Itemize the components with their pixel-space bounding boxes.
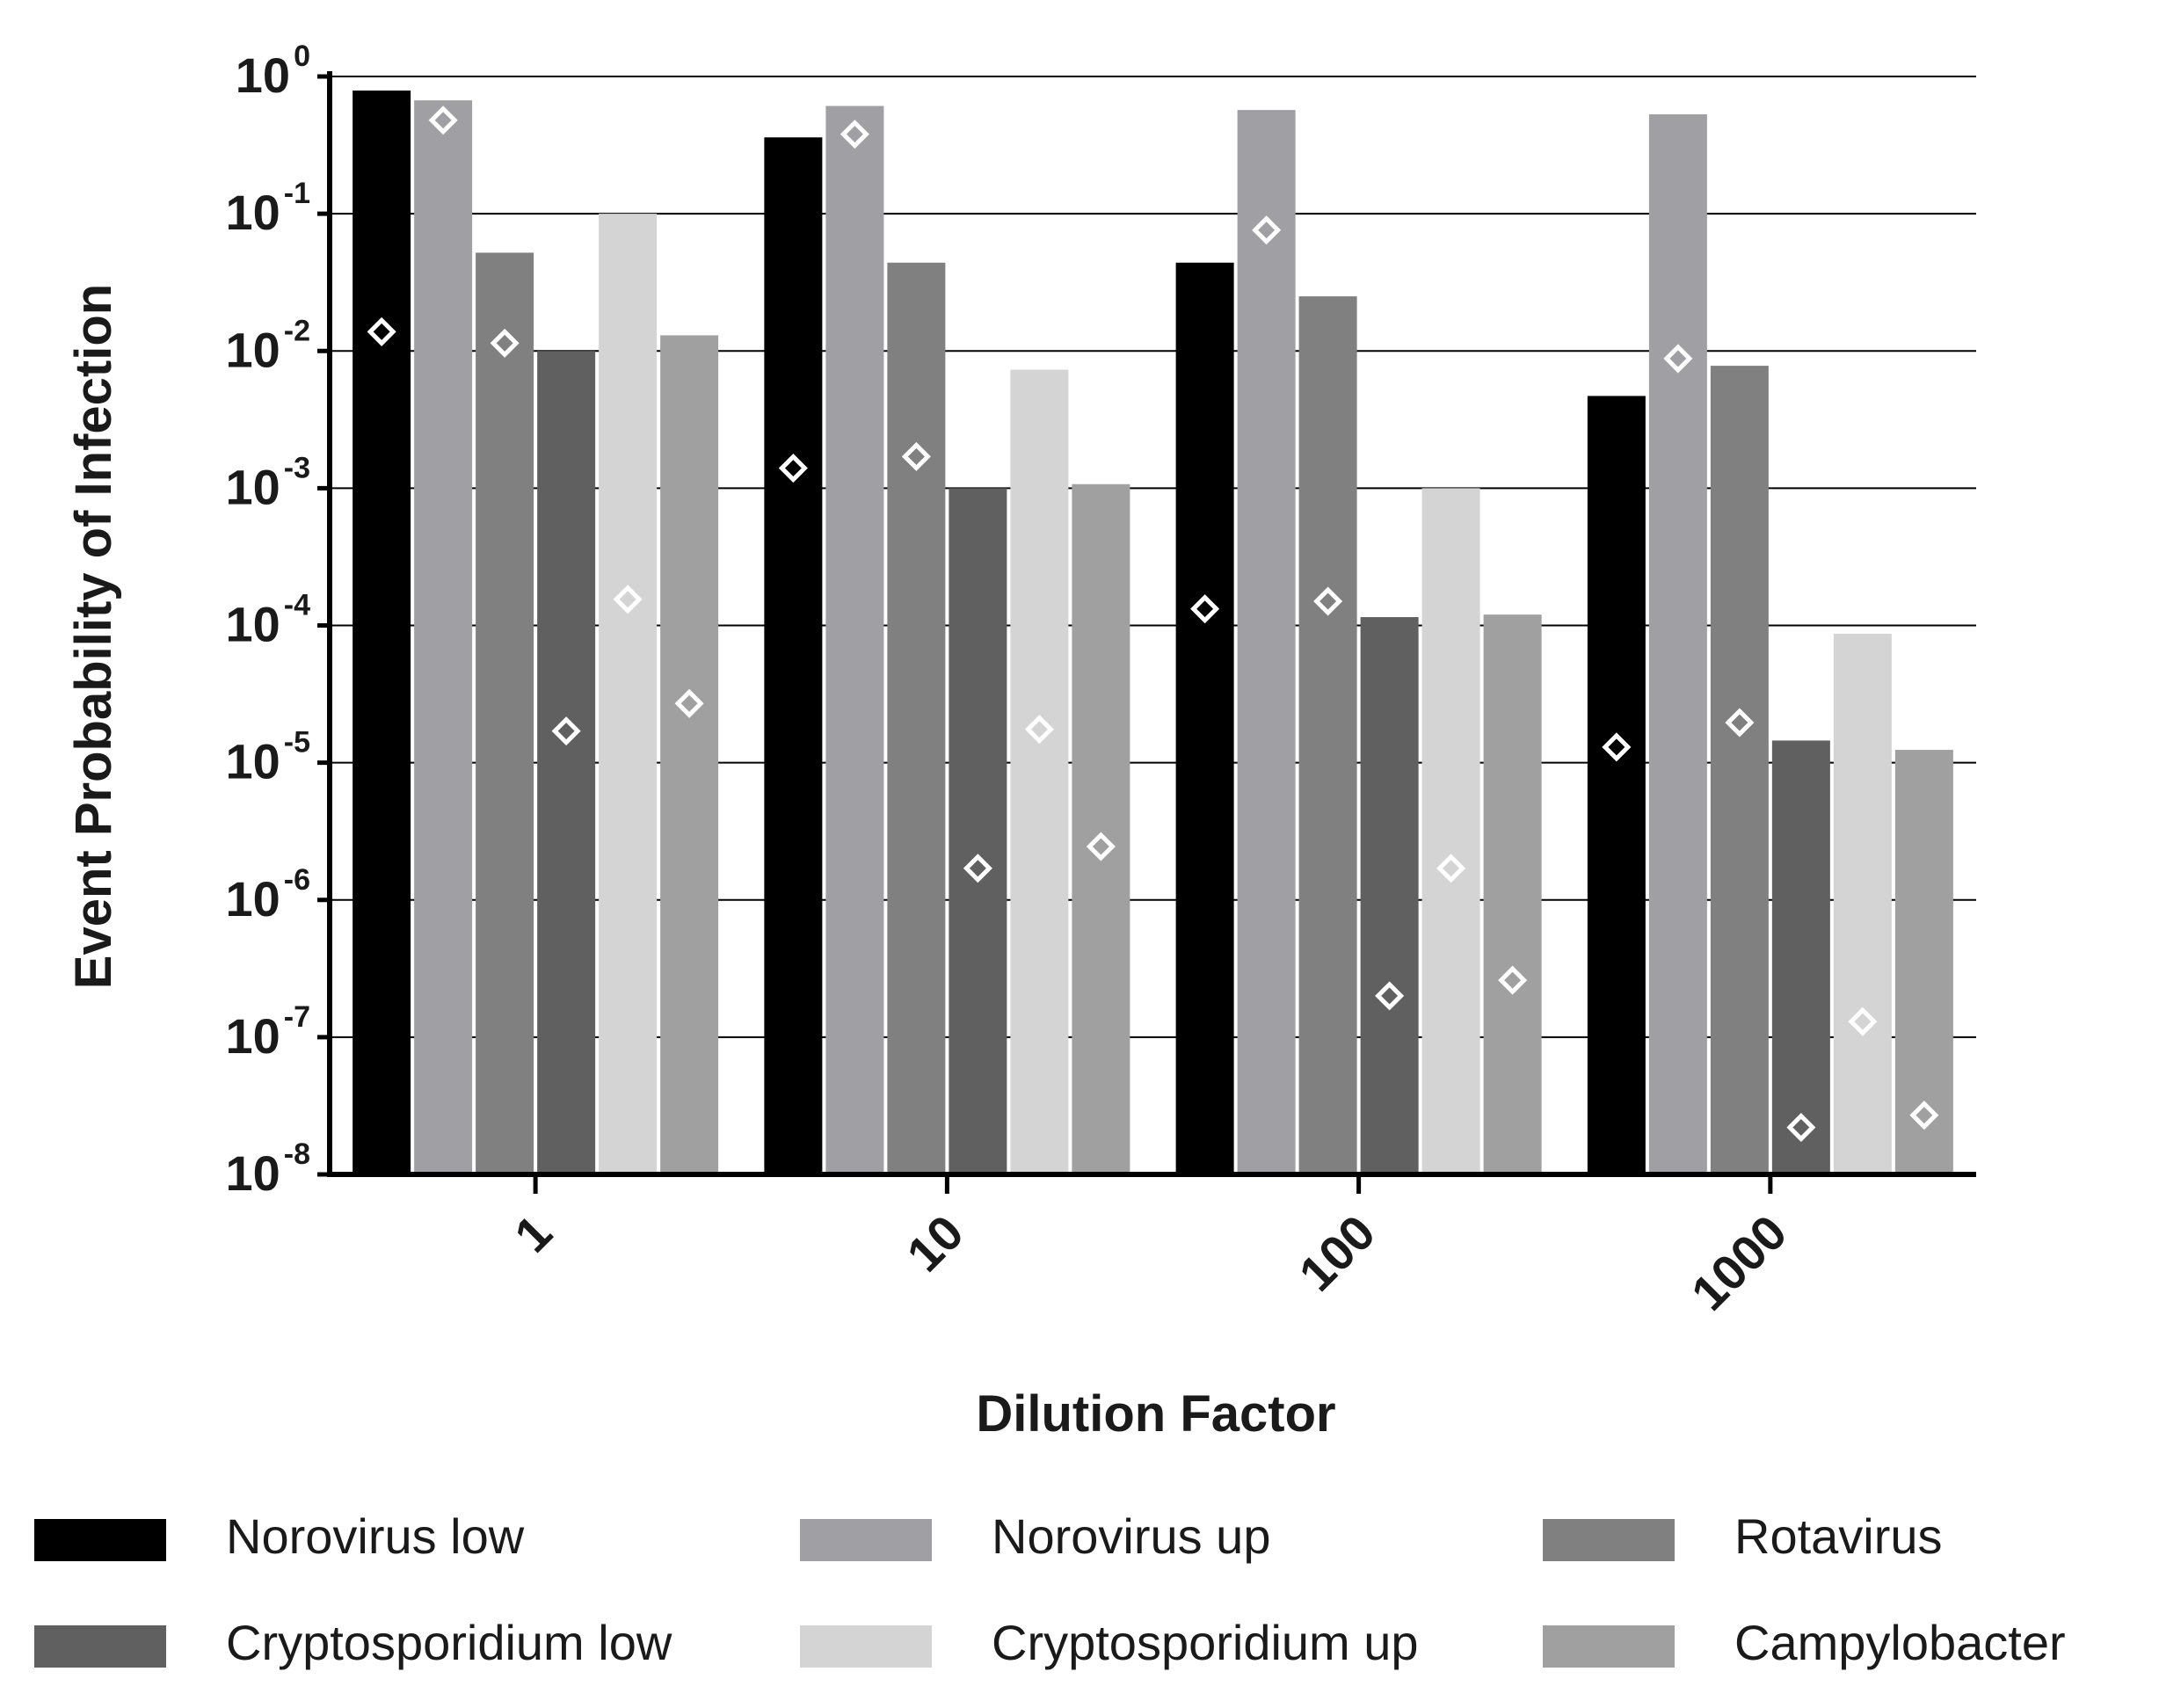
legend-swatch [1543, 1519, 1675, 1561]
bar [1298, 296, 1357, 1175]
point-marker [778, 454, 808, 483]
legend-label: Cryptosporidium up [992, 1615, 1419, 1670]
bar [949, 488, 1007, 1174]
point-marker [1313, 586, 1343, 616]
y-tick-exponent: 0 [294, 40, 310, 73]
bar [1360, 617, 1419, 1174]
y-tick-label: 10 0 [236, 40, 310, 103]
y-tick-base: 10 [225, 185, 280, 240]
point-marker [1602, 732, 1632, 762]
x-tick-label: 1000 [1681, 1204, 1798, 1321]
point-marker [551, 716, 581, 746]
bar [1483, 614, 1542, 1174]
y-tick-label: 10 -7 [225, 1000, 310, 1064]
bar [887, 262, 946, 1174]
bar [1648, 114, 1707, 1175]
y-tick-exponent: -4 [284, 589, 310, 622]
y-tick-base: 10 [225, 459, 280, 514]
y-tick-exponent: -7 [284, 1000, 310, 1034]
y-tick-base: 10 [225, 871, 280, 927]
x-axis-title: Dilution Factor [976, 1385, 1335, 1443]
y-tick-label: 10 -6 [225, 863, 310, 927]
point-marker [1436, 854, 1466, 883]
point-marker [1252, 215, 1282, 245]
bar [1237, 110, 1296, 1175]
point-marker [963, 854, 992, 883]
y-tick-exponent: -5 [284, 726, 310, 760]
point-marker [428, 105, 458, 135]
y-tick-base: 10 [225, 1008, 280, 1064]
point-marker [1848, 1007, 1878, 1036]
bar [1710, 366, 1769, 1174]
y-tick-exponent: -1 [284, 177, 310, 210]
y-tick-label: 10 -8 [225, 1137, 310, 1201]
x-tick-label: 1 [504, 1204, 563, 1263]
y-tick-label: 10 -1 [225, 177, 310, 240]
y-tick-base: 10 [225, 597, 280, 652]
point-marker [1725, 708, 1755, 738]
bar [1587, 396, 1646, 1174]
point-marker [1909, 1101, 1939, 1130]
bar [414, 100, 473, 1175]
bar [1833, 633, 1892, 1174]
bar [1175, 262, 1234, 1174]
y-tick-base: 10 [225, 734, 280, 789]
x-tick-label: 100 [1288, 1204, 1385, 1302]
legend-label: Rotavirus [1734, 1508, 1943, 1564]
legend-label: Norovirus low [226, 1508, 525, 1564]
y-tick-exponent: -8 [284, 1137, 310, 1171]
bar [476, 252, 534, 1174]
bar [537, 351, 596, 1174]
legend-swatch [34, 1519, 166, 1561]
point-marker [490, 328, 520, 358]
point-marker [1086, 832, 1116, 861]
point-marker [1375, 981, 1405, 1011]
point-marker [1190, 594, 1220, 624]
legend-swatch [34, 1625, 166, 1668]
bar [1010, 369, 1069, 1174]
y-tick-base: 10 [236, 47, 290, 103]
bar [1072, 483, 1130, 1174]
legend-label: Campylobacter [1734, 1615, 2066, 1670]
legend-label: Norovirus up [992, 1508, 1270, 1564]
bar [764, 137, 823, 1175]
point-marker [1498, 965, 1528, 995]
bar [1771, 740, 1830, 1174]
point-marker [1663, 344, 1693, 374]
y-tick-exponent: -3 [284, 451, 310, 484]
y-tick-base: 10 [225, 1145, 280, 1201]
bar [1894, 750, 1953, 1174]
point-marker [901, 441, 931, 471]
legend-label: Cryptosporidium low [226, 1615, 672, 1670]
legend-swatch [800, 1625, 932, 1668]
y-tick-exponent: -2 [284, 314, 310, 347]
x-tick-label: 10 [896, 1204, 974, 1283]
point-marker [613, 585, 643, 614]
bar [353, 90, 411, 1175]
point-marker [1024, 715, 1054, 745]
bar [1421, 488, 1480, 1174]
y-tick-exponent: -6 [284, 863, 310, 897]
y-tick-label: 10 -5 [225, 726, 310, 789]
y-axis-title: Event Probability of Infection [65, 284, 122, 989]
y-tick-label: 10 -2 [225, 314, 310, 377]
legend-swatch [800, 1519, 932, 1561]
bar [599, 214, 658, 1174]
point-marker [840, 120, 869, 149]
point-marker [674, 688, 704, 718]
point-marker [367, 316, 396, 346]
y-tick-label: 10 -4 [225, 589, 310, 652]
y-tick-label: 10 -3 [225, 451, 310, 514]
y-tick-base: 10 [225, 322, 280, 377]
point-marker [1786, 1113, 1816, 1143]
bar [825, 105, 884, 1174]
bar [660, 335, 719, 1175]
legend-swatch [1543, 1625, 1675, 1668]
